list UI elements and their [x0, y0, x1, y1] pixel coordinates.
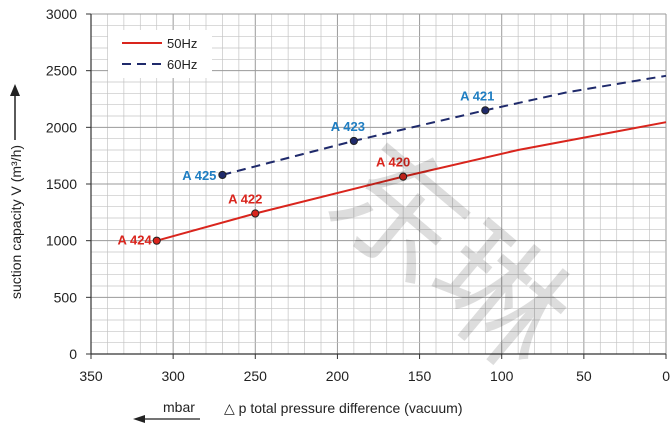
data-label: A 420	[376, 155, 410, 170]
x-tick-label: 300	[161, 368, 185, 384]
y-tick-label: 0	[69, 346, 77, 362]
y-tick-label: 500	[54, 289, 78, 305]
legend-label-60hz: 60Hz	[167, 57, 197, 72]
watermark-text: 东琳	[300, 114, 597, 398]
data-markers: A 424 A 422 A 420 A 425 A 423 A 421	[117, 88, 494, 247]
y-tick-label: 3000	[46, 6, 77, 22]
y-tick-label: 1000	[46, 233, 77, 249]
data-point	[152, 236, 161, 245]
x-tick-label: 100	[490, 368, 514, 384]
data-point	[481, 106, 490, 115]
x-tick-label: 50	[576, 368, 592, 384]
x-axis-unit: mbar	[163, 399, 195, 415]
data-point	[399, 172, 408, 181]
x-axis-title: △ p total pressure difference (vacuum)	[224, 400, 463, 416]
axes: 350 300 250 200 150 100 50 00500100015002000250…	[46, 6, 670, 384]
x-tick-label: 200	[326, 368, 350, 384]
grid	[90, 13, 667, 355]
watermark: 东琳	[300, 114, 597, 398]
legend-label-50hz: 50Hz	[167, 36, 197, 51]
data-point	[218, 170, 227, 180]
data-label: A 423	[331, 119, 365, 134]
y-tick-label: 1500	[46, 176, 77, 192]
y-tick-label: 2500	[46, 63, 77, 79]
x-tick-label: 150	[408, 368, 432, 384]
y-axis-title: suction capacity V (m³/h)	[8, 145, 24, 299]
data-label: A 422	[228, 191, 262, 206]
data-label: A 421	[460, 88, 494, 103]
x-tick-label: 0	[662, 368, 670, 384]
x-tick-label: 250	[244, 368, 268, 384]
data-label: A 424	[117, 233, 152, 248]
x-tick-label: 350	[79, 368, 103, 384]
legend: 50Hz 60Hz	[108, 30, 212, 78]
data-point	[349, 136, 358, 146]
data-label: A 425	[182, 168, 216, 183]
data-point	[251, 209, 260, 218]
x-axis-arrow-head	[133, 415, 145, 423]
axis-titles: suction capacity V (m³/h) mbar △ p total p…	[8, 84, 463, 423]
y-tick-label: 2000	[46, 119, 77, 135]
y-axis-arrow-head	[10, 84, 20, 96]
legend-box	[108, 30, 212, 78]
